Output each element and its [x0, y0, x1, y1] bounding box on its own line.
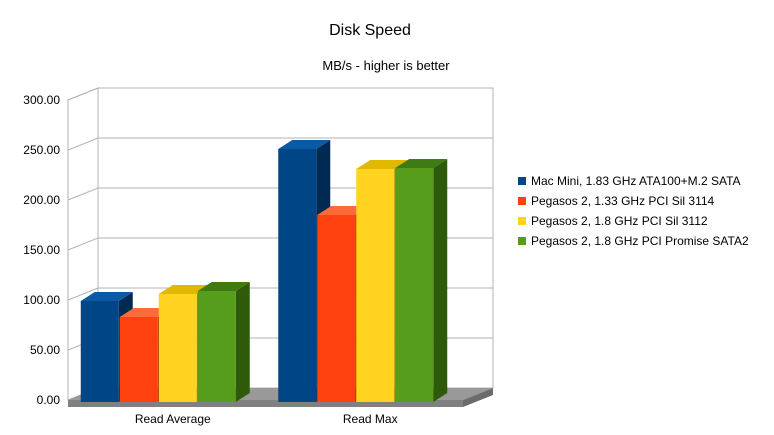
gridline [67, 137, 493, 151]
y-tick-label: 100.00 [23, 293, 60, 307]
bar [356, 169, 395, 402]
bar [317, 215, 356, 402]
legend-item: Pegasos 2, 1.33 GHz PCI Sil 3114 [518, 194, 770, 209]
chart-title: Disk Speed [329, 22, 411, 39]
legend-swatch [518, 217, 526, 225]
bar [119, 317, 158, 402]
y-tick-label: 150.00 [23, 243, 60, 257]
legend-item: Pegasos 2, 1.8 GHz PCI Sil 3112 [518, 214, 770, 229]
bar-top [80, 292, 133, 301]
y-tick-label: 0.00 [37, 393, 61, 407]
legend-label: Mac Mini, 1.83 GHz ATA100+M.2 SATA [531, 174, 741, 188]
legend-label: Pegasos 2, 1.8 GHz PCI Promise SATA2 [531, 234, 749, 248]
bar [80, 301, 119, 402]
legend-item: Pegasos 2, 1.8 GHz PCI Promise SATA2 [518, 234, 770, 249]
bar-top [356, 160, 409, 169]
bar-top [278, 140, 331, 149]
legend-label: Pegasos 2, 1.33 GHz PCI Sil 3114 [531, 194, 715, 208]
legend-item: Mac Mini, 1.83 GHz ATA100+M.2 SATA [518, 174, 770, 189]
bar [158, 294, 197, 402]
bar-top [197, 282, 250, 291]
legend-swatch [518, 197, 526, 205]
y-tick-label: 300.00 [23, 93, 60, 107]
legend-swatch [518, 177, 526, 185]
legend: Mac Mini, 1.83 GHz ATA100+M.2 SATA Pegaso… [518, 174, 770, 254]
bar-top [395, 159, 448, 168]
y-tick-label: 250.00 [23, 143, 60, 157]
y-tick-label: 50.00 [30, 343, 60, 357]
chart-subtitle: MB/s - higher is better [322, 58, 450, 73]
bar-side [433, 159, 448, 402]
bar-side [235, 282, 250, 402]
legend-label: Pegasos 2, 1.8 GHz PCI Sil 3112 [531, 214, 708, 228]
bar [395, 168, 434, 402]
bar [197, 291, 236, 402]
legend-swatch [518, 237, 526, 245]
bar [278, 149, 317, 402]
x-tick-label: Read Average [135, 412, 211, 426]
floor-side [463, 388, 493, 407]
y-tick-label: 200.00 [23, 193, 60, 207]
gridline [67, 87, 493, 101]
plot-area: 0.00 50.00 100.00 150.00 200.00 250.00 300.00 R… [23, 87, 494, 426]
x-tick-label: Read Max [343, 412, 398, 426]
